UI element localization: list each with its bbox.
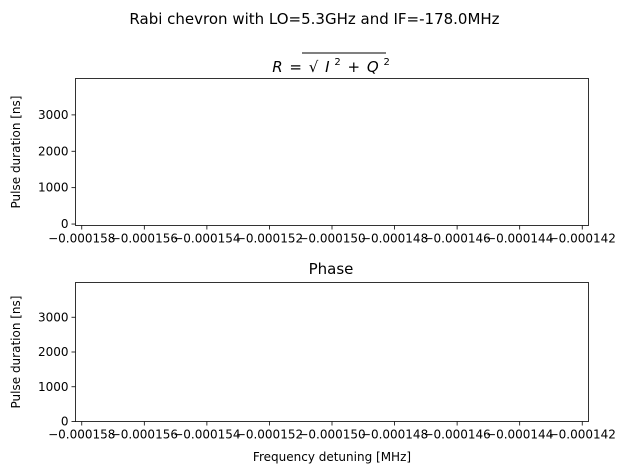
r-magnitude-x-tick-label: −0.000152: [236, 232, 303, 246]
r-magnitude-x-tick-label: −0.000144: [486, 232, 553, 246]
phase-title: Phase: [309, 260, 354, 278]
r-magnitude-x-tick-label: −0.000148: [361, 232, 428, 246]
phase-xlabel: Frequency detuning [MHz]: [253, 450, 411, 464]
r-magnitude-axes-frame: [75, 78, 589, 226]
r-magnitude-x-tick-label: −0.000156: [111, 232, 178, 246]
phase-axes-frame: [75, 282, 589, 422]
phase-y-tick-label: 0: [61, 415, 69, 429]
r-magnitude-y-tick-label: 2000: [38, 144, 69, 158]
phase-x-tick-label: −0.000146: [423, 428, 490, 442]
title-sqrt-symbol: √: [309, 58, 319, 76]
r-magnitude-y-tick-label: 3000: [38, 108, 69, 122]
phase-x-tick-label: −0.000148: [361, 428, 428, 442]
figure-suptitle: Rabi chevron with LO=5.3GHz and IF=-178.…: [129, 10, 499, 28]
phase-x-tick-label: −0.000156: [111, 428, 178, 442]
phase-ylabel: Pulse duration [ns]: [9, 296, 23, 409]
phase-x-tick-label: −0.000142: [549, 428, 616, 442]
title-plus: +: [347, 58, 360, 76]
r-magnitude-ticks: −0.000158−0.000156−0.000154−0.000152−0.0…: [38, 108, 616, 246]
title-equals: =: [289, 58, 302, 76]
r-magnitude-x-tick-label: −0.000142: [549, 232, 616, 246]
title-r: R: [272, 58, 282, 76]
title-i: I: [325, 58, 330, 76]
r-magnitude-x-tick-label: −0.000146: [423, 232, 490, 246]
title-i-exponent: 2: [334, 57, 340, 68]
r-magnitude-y-tick-label: 1000: [38, 181, 69, 195]
phase-x-tick-label: −0.000144: [486, 428, 553, 442]
r-magnitude-panel: R = √ I 2 + Q 2 −0.000158−0.000156−0.000…: [9, 51, 616, 246]
phase-y-tick-label: 3000: [38, 310, 69, 324]
r-magnitude-x-tick-label: −0.000158: [48, 232, 115, 246]
phase-ticks: −0.000158−0.000156−0.000154−0.000152−0.0…: [38, 310, 616, 441]
phase-y-tick-label: 2000: [38, 345, 69, 359]
r-magnitude-x-tick-label: −0.000154: [173, 232, 240, 246]
title-q: Q: [367, 58, 379, 76]
phase-x-tick-label: −0.000150: [298, 428, 365, 442]
phase-x-tick-label: −0.000154: [173, 428, 240, 442]
r-magnitude-y-tick-label: 0: [61, 217, 69, 231]
r-magnitude-ylabel: Pulse duration [ns]: [9, 96, 23, 209]
phase-y-tick-label: 1000: [38, 380, 69, 394]
title-q-exponent: 2: [383, 57, 389, 68]
phase-x-tick-label: −0.000152: [236, 428, 303, 442]
phase-panel: Phase −0.000158−0.000156−0.000154−0.0001…: [9, 260, 616, 464]
r-magnitude-x-tick-label: −0.000150: [298, 232, 365, 246]
r-magnitude-title: R = √ I 2 + Q 2: [272, 51, 390, 76]
phase-x-tick-label: −0.000158: [48, 428, 115, 442]
